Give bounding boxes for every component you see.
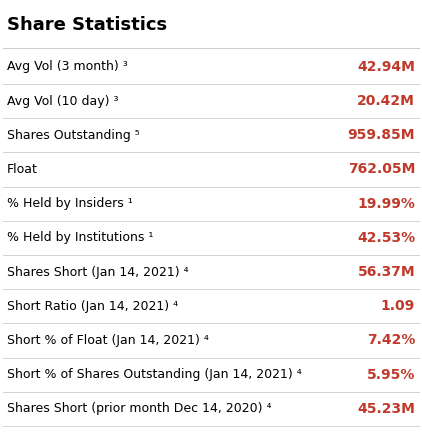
Text: % Held by Institutions ¹: % Held by Institutions ¹ [7, 231, 153, 244]
Text: Shares Short (prior month Dec 14, 2020) ⁴: Shares Short (prior month Dec 14, 2020) … [7, 402, 271, 415]
Text: 45.23M: 45.23M [357, 402, 415, 416]
Text: Short % of Float (Jan 14, 2021) ⁴: Short % of Float (Jan 14, 2021) ⁴ [7, 334, 209, 347]
Text: 56.37M: 56.37M [357, 265, 415, 279]
Text: 959.85M: 959.85M [348, 128, 415, 142]
Text: 5.95%: 5.95% [367, 368, 415, 381]
Text: Float: Float [7, 163, 38, 176]
Text: 1.09: 1.09 [381, 299, 415, 313]
Text: Short % of Shares Outstanding (Jan 14, 2021) ⁴: Short % of Shares Outstanding (Jan 14, 2… [7, 368, 302, 381]
Text: 7.42%: 7.42% [367, 333, 415, 347]
Text: 42.53%: 42.53% [357, 231, 415, 245]
Text: Shares Short (Jan 14, 2021) ⁴: Shares Short (Jan 14, 2021) ⁴ [7, 265, 189, 278]
Text: Avg Vol (3 month) ³: Avg Vol (3 month) ³ [7, 60, 128, 74]
Text: 762.05M: 762.05M [348, 162, 415, 177]
Text: 20.42M: 20.42M [357, 94, 415, 108]
Text: Avg Vol (10 day) ³: Avg Vol (10 day) ³ [7, 94, 119, 107]
Text: Shares Outstanding ⁵: Shares Outstanding ⁵ [7, 129, 140, 142]
Text: Short Ratio (Jan 14, 2021) ⁴: Short Ratio (Jan 14, 2021) ⁴ [7, 300, 178, 313]
Text: Share Statistics: Share Statistics [7, 16, 167, 34]
Text: 42.94M: 42.94M [357, 60, 415, 74]
Text: % Held by Insiders ¹: % Held by Insiders ¹ [7, 197, 133, 210]
Text: 19.99%: 19.99% [357, 197, 415, 211]
